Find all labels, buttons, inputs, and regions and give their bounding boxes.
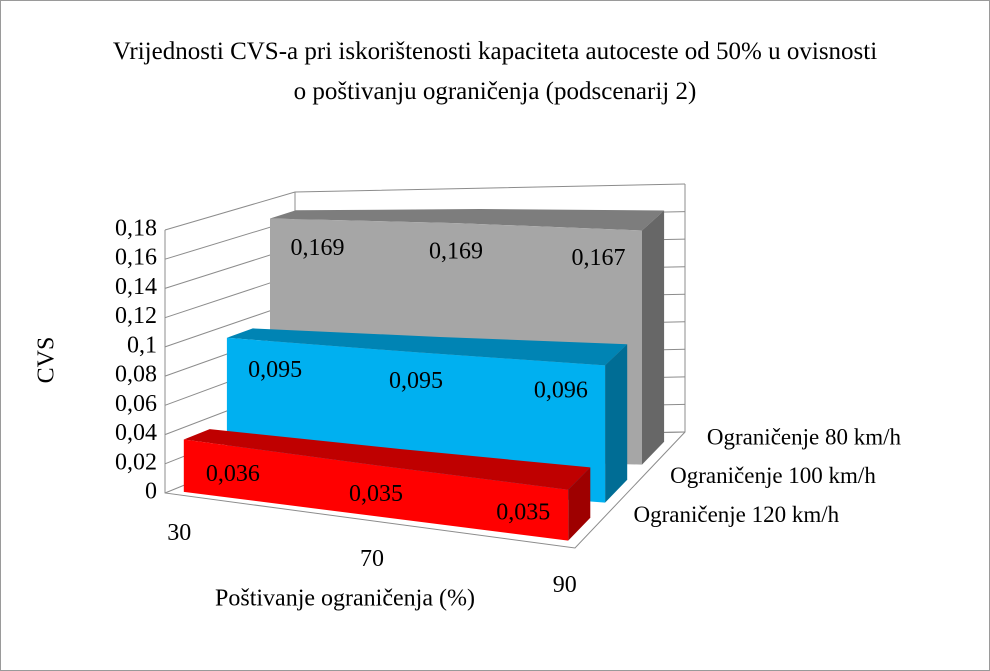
data-label: 0,095	[248, 357, 302, 383]
y-tick-label: 0,12	[115, 303, 157, 329]
data-label: 0,035	[496, 499, 550, 525]
y-tick-label: 0,02	[115, 449, 157, 475]
area	[183, 439, 569, 541]
area-top	[270, 209, 665, 231]
x-tick-label: 70	[360, 546, 384, 572]
area-side	[605, 344, 628, 503]
y-tick-label: 0	[145, 479, 157, 505]
y-tick-label: 0,1	[127, 332, 157, 358]
data-label: 0,167	[571, 245, 625, 271]
x-tick-label: 30	[167, 520, 191, 546]
area-top	[226, 328, 628, 366]
axis-frame	[164, 184, 686, 549]
chart-title: Vrijednosti CVS-a pri iskorištenosti kap…	[112, 38, 878, 105]
y-tick-label: 0,08	[115, 362, 157, 388]
area-side	[568, 467, 591, 541]
data-label: 0,169	[291, 235, 345, 261]
data-label: 0,096	[534, 378, 588, 404]
x-tick-label: 90	[553, 572, 577, 598]
y-tick-label: 0,04	[115, 420, 157, 446]
data-label: 0,095	[389, 368, 443, 394]
legend-label: Ograničenje 100 km/h	[670, 463, 876, 488]
y-axis-title: CVS	[34, 337, 60, 384]
legend-label: Ograničenje 120 km/h	[634, 502, 840, 527]
y-tick-label: 0,06	[115, 391, 157, 417]
data-label: 0,036	[206, 461, 260, 487]
area-top	[183, 429, 591, 490]
y-tick-label: 0,18	[115, 216, 157, 242]
y-tick-label: 0,14	[115, 274, 157, 300]
y-tick-label: 0,16	[115, 245, 157, 271]
legend-label: Ograničenje 80 km/h	[707, 425, 902, 450]
x-axis-title: Poštivanje ograničenja (%)	[215, 586, 475, 612]
data-label: 0,169	[429, 239, 483, 265]
data-label: 0,035	[349, 481, 403, 507]
area-side	[642, 210, 665, 465]
